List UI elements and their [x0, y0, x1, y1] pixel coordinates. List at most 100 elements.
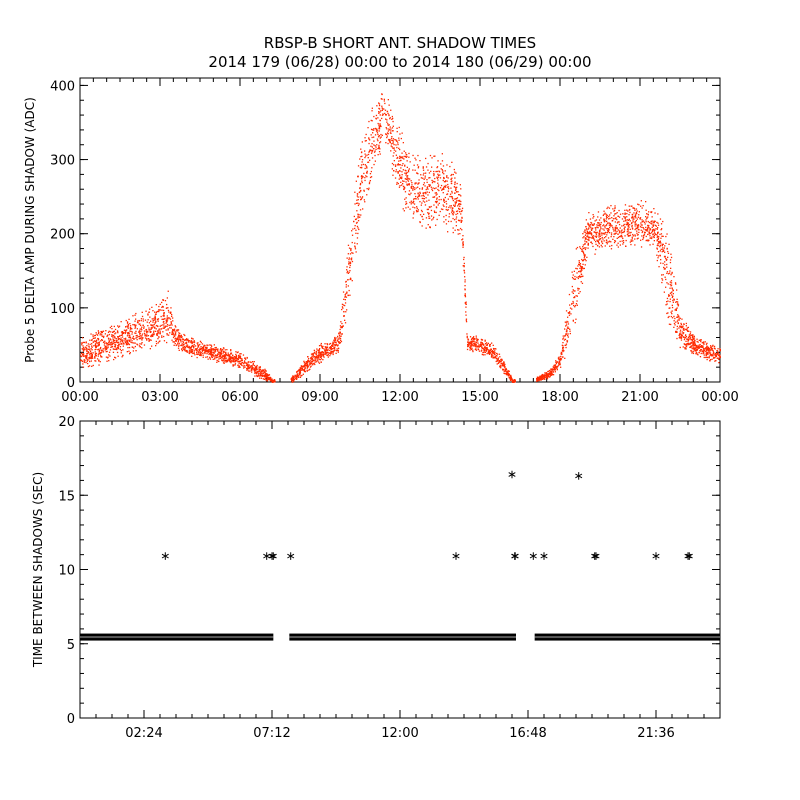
data-point [693, 347, 695, 349]
data-point [175, 337, 177, 339]
data-point [693, 339, 695, 341]
data-point [182, 347, 184, 349]
data-point [228, 359, 231, 362]
data-point [587, 228, 590, 230]
data-point [699, 356, 702, 358]
data-point [651, 230, 653, 233]
data-point [719, 354, 721, 356]
data-point [361, 181, 363, 184]
data-point [454, 201, 456, 203]
data-point [148, 338, 150, 340]
data-point [437, 182, 439, 184]
data-point [462, 244, 464, 247]
data-point [565, 343, 568, 345]
data-point [234, 357, 237, 359]
data-point [657, 243, 659, 245]
data-point [374, 154, 376, 157]
data-point [172, 332, 174, 334]
data-point [489, 349, 491, 351]
data-point [705, 356, 708, 358]
data-point [214, 351, 216, 353]
data-point [371, 157, 374, 159]
data-point [200, 346, 202, 348]
data-point [687, 340, 689, 342]
data-point [321, 346, 323, 348]
data-point [705, 353, 707, 355]
top-x-tick-label: 12:00 [381, 390, 418, 405]
data-point [707, 351, 709, 354]
data-point [662, 274, 664, 276]
data-point [164, 300, 167, 302]
data-point [117, 331, 119, 333]
data-point [91, 365, 93, 367]
data-point [402, 163, 404, 165]
data-point [109, 326, 111, 329]
data-point [639, 218, 641, 220]
data-point [91, 346, 93, 348]
data-point [337, 335, 339, 338]
data-point [334, 348, 336, 350]
data-point [451, 180, 453, 182]
data-point [401, 176, 403, 178]
data-point [320, 361, 322, 363]
data-point [414, 207, 416, 209]
data-point [614, 207, 616, 209]
data-point [221, 356, 223, 358]
data-point [344, 295, 346, 297]
data-point [437, 160, 439, 162]
data-point [192, 341, 194, 343]
data-point [199, 354, 201, 356]
data-point [303, 360, 305, 362]
data-point [367, 157, 369, 159]
data-point [326, 344, 329, 346]
data-point [439, 187, 442, 189]
data-point [431, 219, 433, 221]
data-point [256, 372, 258, 374]
data-point [465, 311, 467, 313]
data-point [405, 181, 407, 183]
data-point [221, 360, 223, 362]
data-point [214, 357, 216, 359]
data-point [234, 359, 236, 361]
data-point [126, 321, 129, 323]
data-point [84, 346, 86, 348]
data-point [293, 376, 295, 378]
data-point [127, 347, 129, 349]
data-point [430, 170, 432, 172]
data-point [607, 206, 609, 208]
data-point [354, 225, 356, 227]
data-point [391, 115, 393, 118]
data-point [84, 355, 87, 357]
data-point [193, 347, 195, 349]
data-point [571, 291, 573, 293]
data-point [574, 306, 576, 308]
data-point [194, 349, 196, 351]
data-point [354, 245, 356, 247]
data-point [392, 139, 394, 142]
data-point [462, 241, 464, 243]
data-point [676, 303, 679, 305]
data-point [543, 376, 545, 378]
data-point [172, 336, 175, 339]
data-point [681, 331, 683, 333]
data-point [405, 207, 407, 209]
data-point [420, 174, 422, 176]
data-point [445, 203, 448, 205]
data-point [399, 176, 402, 179]
data-point [187, 338, 189, 340]
data-point [587, 247, 589, 249]
data-point [616, 230, 618, 233]
data-point [374, 150, 376, 152]
data-point [455, 216, 458, 218]
data-point [108, 330, 110, 332]
data-point [447, 198, 449, 200]
data-point [405, 153, 407, 156]
data-point [193, 350, 195, 352]
data-point [333, 350, 335, 352]
data-point [322, 355, 325, 357]
data-point [472, 341, 474, 343]
data-point [82, 366, 85, 368]
data-point [619, 244, 621, 246]
data-point [492, 350, 495, 353]
data-point [628, 218, 630, 220]
